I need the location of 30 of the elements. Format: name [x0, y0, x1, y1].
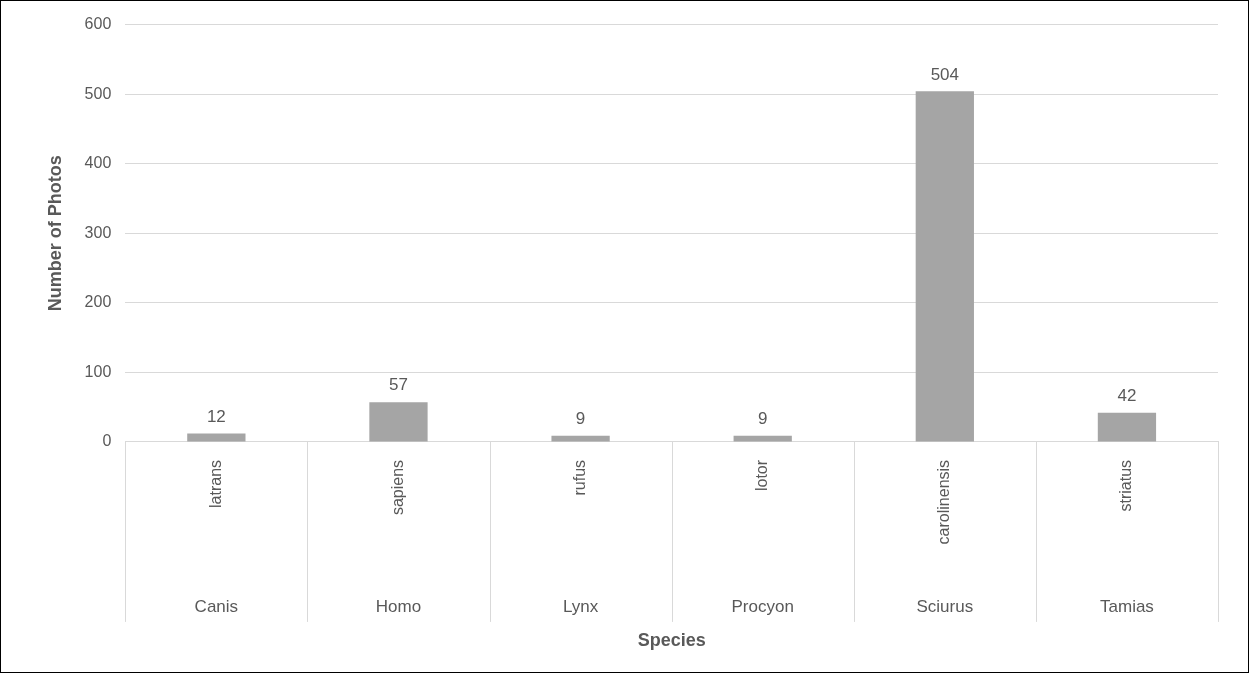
y-tick-label: 600 [84, 15, 112, 33]
x-tick-label: sapiens [388, 459, 406, 516]
y-axis-title: Number of Photos [44, 155, 65, 312]
y-tick-label: 500 [84, 84, 112, 102]
x-tick-label: carolinensis [935, 459, 953, 545]
text: Lynx [562, 596, 599, 616]
data-label: 42 [1117, 385, 1137, 405]
text: Canis [194, 596, 239, 616]
text: Sciurus [916, 596, 974, 616]
x-axis-title: Species [637, 630, 706, 651]
y-tick-label: 300 [84, 223, 112, 241]
x-tick-label: lotor [753, 459, 771, 492]
data-label: 57 [389, 375, 408, 395]
y-tick-label: 100 [84, 362, 112, 380]
y-tick-label: 200 [84, 293, 112, 311]
data-label: 504 [930, 64, 960, 84]
data-label: 9 [575, 408, 586, 428]
x-tick-label: rufus [571, 459, 588, 496]
text: Tamias [1100, 596, 1154, 616]
y-tick-label: 400 [84, 154, 112, 172]
text: Procyon [731, 596, 794, 616]
y-tick-label: 0 [102, 432, 112, 450]
data-label: 12 [206, 406, 226, 426]
x-tick-label: striatus [1117, 459, 1135, 512]
text: Homo [375, 596, 422, 616]
bar [369, 402, 428, 442]
bar [915, 91, 974, 442]
bar [1097, 412, 1157, 442]
x-tick-label: latrans [206, 459, 224, 508]
data-label: 9 [757, 408, 768, 428]
